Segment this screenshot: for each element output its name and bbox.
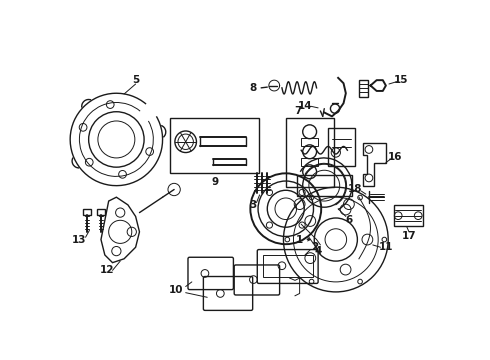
Text: 3: 3 (250, 200, 257, 210)
Text: 18: 18 (348, 184, 362, 194)
Text: 12: 12 (100, 265, 114, 275)
Text: 4: 4 (315, 246, 322, 256)
Bar (301, 158, 318, 166)
Text: 13: 13 (72, 235, 87, 244)
Text: 9: 9 (211, 177, 219, 187)
Bar (286, 118, 334, 187)
Text: 10: 10 (169, 285, 184, 294)
Text: 14: 14 (298, 101, 312, 111)
Text: 15: 15 (394, 75, 409, 85)
Text: 8: 8 (250, 83, 257, 93)
Bar (328, 128, 355, 166)
Text: 5: 5 (132, 75, 139, 85)
Bar (171, 118, 259, 173)
Text: 6: 6 (345, 215, 352, 225)
Bar (83, 209, 91, 215)
Text: 1: 1 (296, 235, 303, 244)
Bar (296, 175, 352, 197)
Text: 11: 11 (379, 242, 393, 252)
Bar (97, 209, 105, 215)
Text: 7: 7 (294, 106, 302, 116)
Bar (301, 138, 318, 145)
Text: 16: 16 (388, 152, 402, 162)
Bar (263, 255, 313, 276)
Bar (359, 80, 368, 97)
Text: 2: 2 (312, 242, 318, 252)
Text: 17: 17 (402, 231, 416, 241)
Bar (393, 205, 423, 226)
